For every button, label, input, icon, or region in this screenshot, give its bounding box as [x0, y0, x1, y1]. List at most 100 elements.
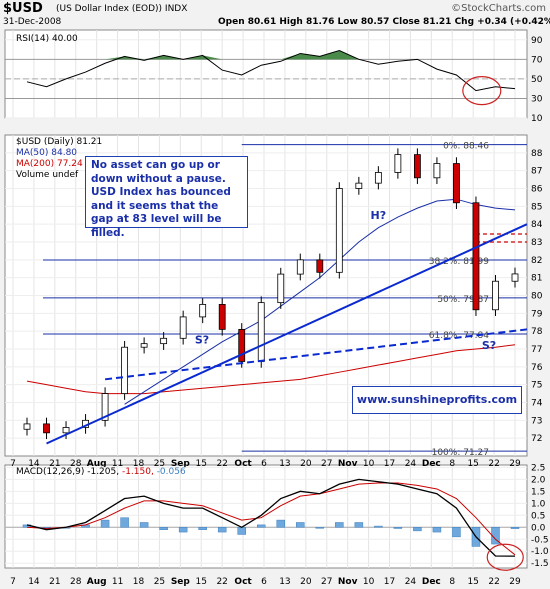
macd-histogram-bar [510, 527, 520, 529]
candle-body [433, 163, 441, 179]
price-y-tick-label: 79 [531, 309, 543, 319]
pattern-label: S? [482, 339, 496, 352]
candle-body [140, 343, 148, 348]
price-x-tick-label: Nov [338, 459, 358, 469]
macd-y-tick-label: 2.0 [531, 475, 546, 485]
candle-body [218, 304, 226, 330]
price-y-tick-label: 80 [531, 292, 543, 302]
rsi-y-tick-label: 90 [531, 36, 543, 46]
macd-histogram-bar [178, 527, 188, 533]
price-x-tick-label: 22 [216, 459, 227, 469]
candle-body [121, 346, 128, 394]
candle-body [335, 188, 343, 273]
price-legend-label: $USD (Daily) 81.21 [16, 137, 102, 147]
price-y-tick-label: 88 [531, 149, 543, 159]
price-x-tick-label: Oct [234, 459, 252, 469]
candle-body [374, 172, 382, 184]
price-x-tick-label: 27 [321, 459, 332, 469]
candle-body [492, 280, 499, 311]
price-x-tick-label: Dec [422, 459, 441, 469]
price-y-tick-label: 83 [531, 238, 542, 248]
macd-x-tick-label: 17 [384, 577, 395, 587]
price-x-tick-label: 28 [70, 459, 82, 469]
fib-label: 50%: 79.87 [437, 295, 489, 305]
macd-y-tick-label: 0.0 [531, 523, 546, 533]
annotation-box: No asset can go up or down without a pau… [85, 156, 248, 239]
rsi-legend-label: RSI(14) 40.00 [16, 34, 78, 44]
ohlc-readout: Open 80.61 High 81.76 Low 80.57 Close 81… [218, 17, 550, 27]
candle-body [355, 182, 363, 189]
chart-header: $USD (US Dollar Index (EOD)) INDX 31-Dec… [0, 0, 550, 28]
price-x-tick-label: 17 [384, 459, 395, 469]
candle-body [101, 393, 109, 421]
macd-y-tick-label: 2.5 [531, 463, 545, 473]
price-x-tick-label: 21 [49, 459, 60, 469]
macd-x-tick-label: 20 [300, 577, 312, 587]
fib-label: 0%: 88.46 [443, 142, 489, 152]
price-y-tick-label: 76 [531, 363, 543, 373]
macd-histogram-bar [198, 527, 207, 530]
macd-x-tick-label: 10 [363, 577, 375, 587]
macd-x-tick-label: 27 [321, 577, 332, 587]
macd-histogram-bar [100, 519, 110, 528]
macd-histogram-bar [354, 522, 364, 528]
candle-body [62, 427, 70, 434]
candle-body [472, 202, 480, 311]
macd-histogram-bar [139, 522, 149, 528]
fib-label: 100%: 71.27 [432, 448, 489, 458]
macd-x-tick-label: 18 [133, 577, 145, 587]
price-y-tick-label: 85 [531, 202, 542, 212]
macd-x-tick-label: Aug [87, 577, 107, 587]
macd-y-tick-label: -1.5 [531, 559, 549, 569]
price-x-tick-label: 15 [467, 459, 478, 469]
candle-body [316, 259, 324, 273]
pattern-label: H? [371, 209, 387, 222]
price-x-tick-label: 22 [488, 459, 499, 469]
candle-body [160, 337, 168, 345]
price-y-tick-label: 87 [531, 167, 542, 177]
candle-body [296, 259, 304, 275]
panel-rsi-bg [4, 29, 528, 119]
macd-y-tick-label: -1.0 [531, 547, 549, 557]
macd-y-tick-label: 1.0 [531, 499, 546, 509]
macd-x-tick-label: Oct [234, 577, 252, 587]
uptrend-line [46, 223, 528, 445]
symbol-title: $USD [3, 1, 43, 16]
macd-histogram-bar [335, 522, 344, 528]
neckline [104, 328, 528, 381]
candle-body [257, 302, 265, 362]
rsi-y-tick-label: 30 [531, 94, 543, 104]
price-x-tick-label: 14 [28, 459, 40, 469]
website-label[interactable]: www.sunshineprofits.com [352, 386, 522, 414]
macd-x-tick-label: 13 [279, 577, 290, 587]
price-y-tick-label: 74 [531, 399, 543, 409]
fib-label: 38.2%: 81.99 [429, 257, 490, 267]
macd-x-tick-label: 29 [509, 577, 521, 587]
price-x-tick-label: 11 [112, 459, 123, 469]
price-x-tick-label: 18 [133, 459, 145, 469]
price-x-tick-label: 10 [363, 459, 375, 469]
price-y-tick-label: 86 [531, 185, 543, 195]
macd-histogram-bar [413, 527, 422, 532]
ma50-legend-label: MA(50) 84.80 [16, 148, 77, 158]
macd-x-tick-label: 8 [449, 577, 455, 587]
date-label: 31-Dec-2008 [3, 17, 62, 27]
macd-histogram-bar [296, 522, 305, 528]
price-x-tick-label: 6 [261, 459, 267, 469]
price-x-tick-label: 25 [154, 459, 165, 469]
rsi-y-tick-label: 70 [531, 55, 543, 65]
macd-histogram-bar [393, 527, 403, 529]
rsi-y-tick-label: 10 [531, 114, 543, 124]
candle-body [394, 154, 402, 173]
macd-x-tick-label: 28 [70, 577, 82, 587]
macd-histogram-bar [276, 519, 286, 528]
rsi-line [26, 50, 516, 92]
price-y-tick-label: 82 [531, 256, 542, 266]
macd-x-tick-label: 15 [196, 577, 207, 587]
candle-body [413, 154, 421, 179]
macd-histogram-bar [432, 527, 442, 533]
macd-histogram-bar [159, 527, 168, 530]
macd-histogram-bar [315, 527, 325, 529]
